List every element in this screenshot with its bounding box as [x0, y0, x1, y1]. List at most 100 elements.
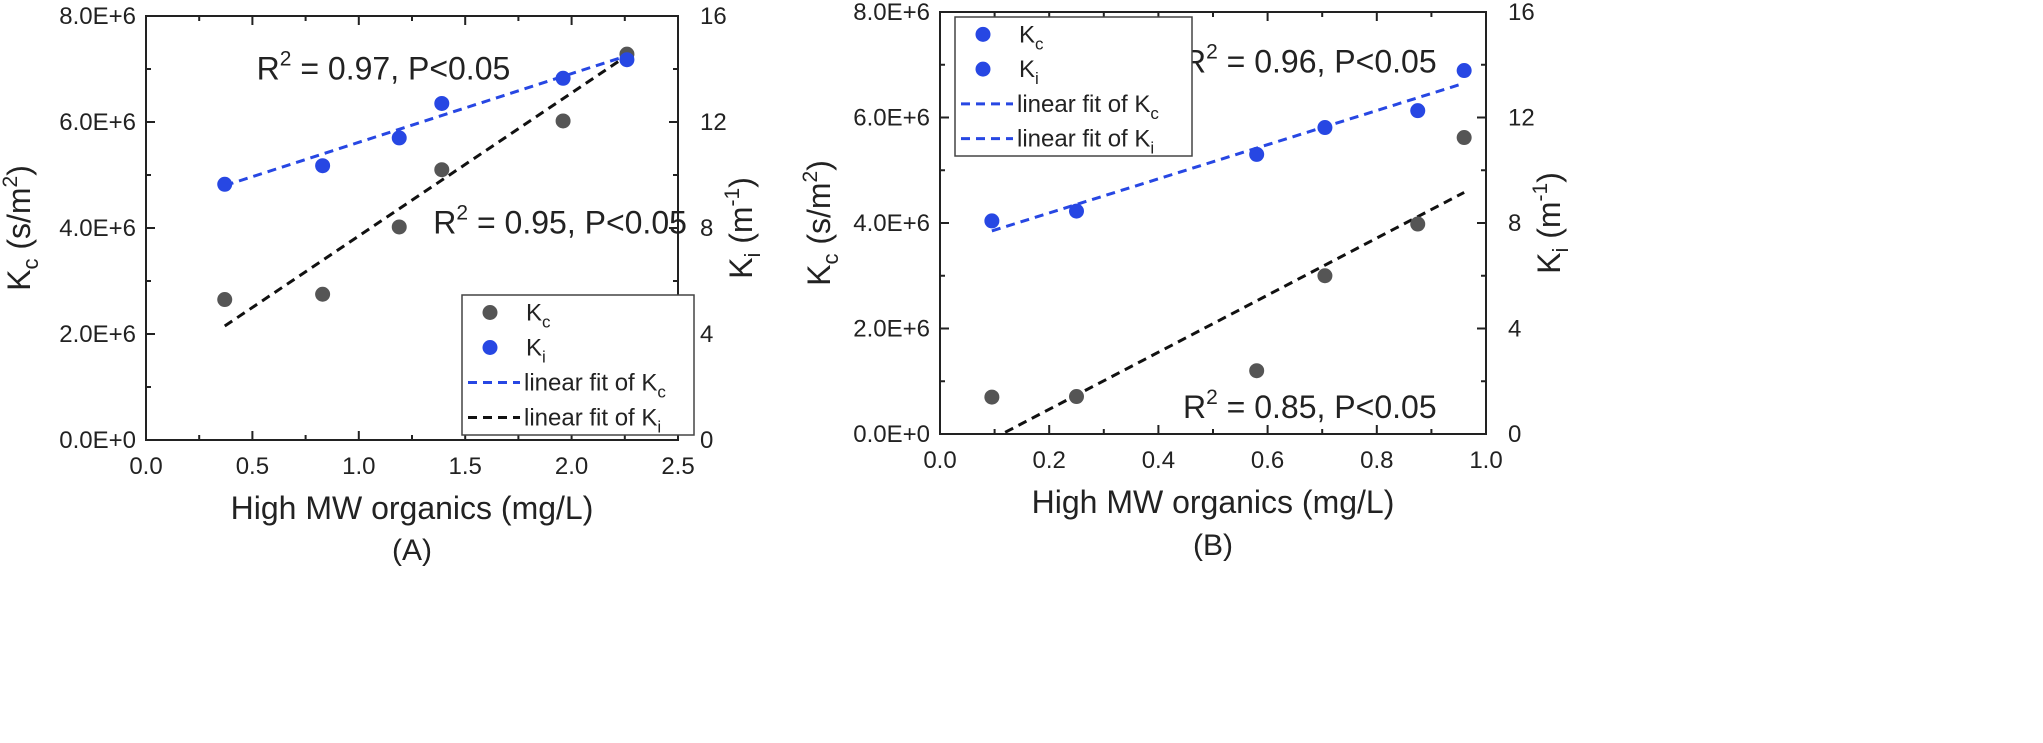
x-tick-label: 0.5	[236, 453, 269, 480]
y2-tick-label: 12	[700, 109, 727, 136]
legend-label-sub: i	[657, 418, 661, 437]
point-ki	[1456, 63, 1472, 79]
y2-title-close: )	[723, 177, 759, 188]
y2-axis-title: Ki (m-1)	[721, 177, 765, 279]
y2-title-sub: i	[740, 253, 765, 258]
chart-panel-b: 0.0 0.2 0.4 0.6 0.8 1.0 0.0E+0 2.0E+6 4.0E+6 6.0E…	[799, 0, 1573, 562]
y-title-sub: c	[18, 259, 43, 270]
point-ki	[391, 130, 407, 146]
legend-label: Ki	[526, 335, 546, 367]
y2-tick-label: 0	[700, 427, 713, 454]
r2-annotation: R2 = 0.96, P<0.05	[1183, 41, 1437, 80]
point-ki	[315, 158, 331, 174]
y2-tick-label: 12	[1508, 105, 1535, 132]
y-axis-title: Kc (s/m2)	[799, 160, 843, 286]
point-ki	[217, 176, 233, 192]
y2-title-main: K	[723, 258, 759, 279]
legend-label-main: linear fit of K	[524, 405, 657, 432]
point-kc	[984, 389, 1000, 405]
point-kc	[1317, 268, 1333, 284]
point-ki	[1317, 120, 1333, 136]
y-tick-label: 6.0E+6	[853, 105, 930, 132]
point-ki	[619, 52, 635, 68]
y-tick-label: 0.0E+0	[59, 427, 136, 454]
y-tick-label: 4.0E+6	[853, 210, 930, 237]
fit-line-kc	[991, 81, 1465, 233]
y2-title-unit: (m	[1531, 201, 1567, 247]
x-tick-label: 0.0	[129, 453, 162, 480]
y2-axis-title: Ki (m-1)	[1529, 172, 1573, 274]
y2-title-main: K	[1531, 253, 1567, 274]
legend-label-sub: i	[1150, 139, 1154, 158]
y2-title-close: )	[1531, 172, 1567, 183]
x-axis-title: High MW organics (mg/L)	[231, 490, 594, 526]
y2-tick-label: 0	[1508, 421, 1521, 448]
r2-annotation: R2 = 0.85, P<0.05	[1183, 386, 1437, 425]
legend-label-main: K	[1019, 21, 1035, 48]
annotation-rest: = 0.95, P<0.05	[468, 204, 687, 240]
x-axis-title: High MW organics (mg/L)	[1032, 484, 1395, 520]
point-ki	[1249, 146, 1265, 162]
annotation-main: R	[1183, 389, 1206, 425]
legend-label-sub: i	[1035, 69, 1039, 88]
panel-label: (A)	[392, 534, 432, 567]
annotation-sup: 2	[1206, 386, 1218, 409]
chart-panel-a: 0.0 0.5 1.0 1.5 2.0 2.5 0.0E+0 2.0E+6 4.0E+6 6.0E…	[0, 3, 765, 567]
y-title-unit: (s/m	[1, 187, 37, 258]
y-title-close: )	[801, 160, 837, 171]
annotation-sup: 2	[456, 201, 468, 224]
y2-title-unit: (m	[723, 206, 759, 252]
legend-label-sub: c	[1035, 34, 1044, 53]
annotation-main: R	[257, 51, 280, 87]
legend-label: linear fit of Ki	[1017, 126, 1154, 158]
panel-label: (B)	[1193, 529, 1233, 562]
y-title-sub: c	[818, 254, 843, 265]
point-kc	[1249, 363, 1265, 379]
legend-box	[954, 16, 1193, 157]
point-kc	[315, 286, 331, 302]
x-tick-label: 0.2	[1033, 447, 1066, 474]
annotation-rest: = 0.85, P<0.05	[1218, 389, 1437, 425]
legend-label-sub: i	[542, 348, 546, 367]
point-ki	[555, 70, 571, 86]
y-title-sup: 2	[799, 171, 822, 183]
legend-label-main: linear fit of K	[1017, 126, 1150, 153]
y-tick-label: 0.0E+0	[853, 421, 930, 448]
point-ki	[1410, 103, 1426, 119]
legend-box	[461, 294, 695, 436]
y2-tick-label: 4	[700, 321, 713, 348]
y-title-unit: (s/m	[801, 182, 837, 253]
legend-label: linear fit of Kc	[1017, 91, 1159, 123]
fit-line-ki	[223, 54, 628, 328]
y-title-close: )	[1, 165, 37, 176]
x-tick-label: 1.0	[1469, 447, 1502, 474]
y2-title-sup: -1	[1529, 183, 1552, 202]
legend-label-main: K	[526, 335, 542, 362]
legend-label: linear fit of Ki	[524, 405, 661, 437]
legend-label: Kc	[526, 300, 551, 332]
x-tick-label: 2.5	[661, 453, 694, 480]
legend-label: Kc	[1019, 21, 1044, 53]
legend-label-sub: c	[657, 383, 666, 402]
y2-tick-label: 8	[700, 215, 713, 242]
point-kc	[434, 162, 450, 178]
legend-label-sub: c	[1150, 104, 1159, 123]
x-tick-label: 0.6	[1251, 447, 1284, 474]
legend-label-main: K	[526, 300, 542, 327]
point-kc	[555, 113, 571, 129]
x-tick-label: 2.0	[555, 453, 588, 480]
point-kc	[391, 219, 407, 235]
legend-label: Ki	[1019, 56, 1039, 88]
annotation-main: R	[433, 204, 456, 240]
x-tick-label: 0.0	[923, 447, 956, 474]
x-tick-label: 1.5	[449, 453, 482, 480]
legend-label-main: linear fit of K	[524, 370, 657, 397]
y-tick-label: 8.0E+6	[59, 3, 136, 30]
legend-label-main: K	[1019, 56, 1035, 83]
annotation-rest: = 0.97, P<0.05	[291, 51, 510, 87]
legend-marker-kc	[482, 305, 498, 320]
y-title-sup: 2	[0, 176, 22, 188]
y-axis-title: Kc (s/m2)	[0, 165, 43, 291]
